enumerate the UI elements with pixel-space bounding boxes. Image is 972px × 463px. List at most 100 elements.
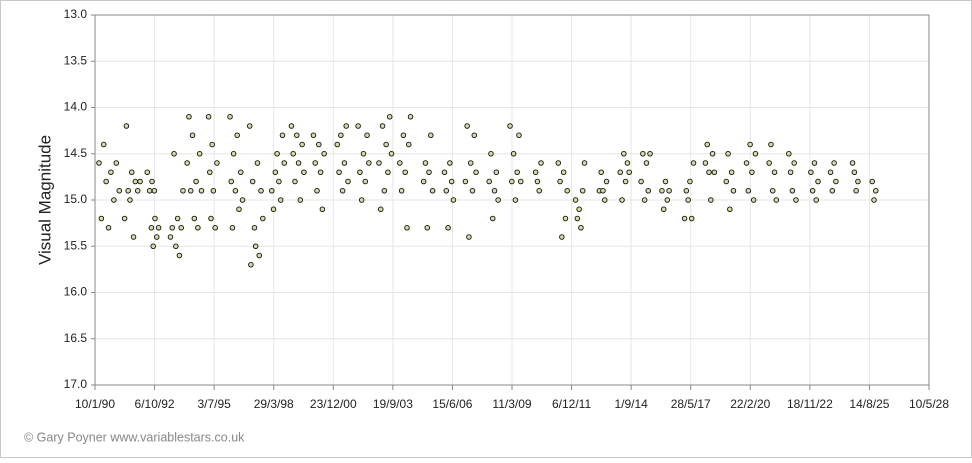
data-point <box>294 132 300 138</box>
data-point <box>702 160 709 166</box>
data-point <box>228 178 234 185</box>
data-point <box>752 150 759 157</box>
data-point <box>288 123 295 129</box>
data-point <box>343 123 349 129</box>
data-point <box>626 169 632 175</box>
data-point <box>319 206 326 212</box>
data-point <box>321 150 327 157</box>
data-point <box>388 150 395 157</box>
data-point <box>98 215 105 222</box>
data-point <box>358 197 365 203</box>
data-point <box>132 178 139 185</box>
data-point <box>229 224 236 231</box>
data-point <box>129 169 135 175</box>
data-point <box>96 160 102 166</box>
data-point <box>148 224 155 231</box>
data-point <box>662 178 669 185</box>
data-point <box>869 178 875 185</box>
data-point <box>811 160 818 166</box>
data-point <box>659 187 665 194</box>
data-point <box>210 187 217 194</box>
x-tick-label: 11/3/09 <box>492 397 531 411</box>
data-point <box>362 178 369 185</box>
data-point <box>447 160 453 166</box>
data-point <box>105 224 112 231</box>
data-point <box>509 178 515 185</box>
data-point <box>312 160 318 166</box>
data-point <box>155 224 162 231</box>
data-point <box>424 224 430 231</box>
data-point <box>214 160 220 166</box>
data-point <box>301 169 307 175</box>
data-point <box>704 141 710 148</box>
data-point <box>495 197 501 203</box>
data-point <box>578 224 584 231</box>
data-point <box>871 197 877 203</box>
x-tick-label: 6/10/92 <box>135 397 175 411</box>
data-point <box>193 178 199 185</box>
data-point <box>144 169 150 175</box>
data-point <box>116 187 122 194</box>
data-point <box>534 178 541 185</box>
data-point <box>238 169 244 175</box>
data-point <box>467 160 474 166</box>
data-point <box>466 234 472 240</box>
data-point <box>239 197 246 203</box>
data-point <box>227 113 233 120</box>
data-point <box>150 243 156 249</box>
data-point <box>246 123 253 129</box>
data-point <box>831 160 837 166</box>
data-point <box>208 215 214 222</box>
data-point <box>189 132 196 138</box>
x-tick-label: 10/1/90 <box>75 397 115 411</box>
data-point <box>448 178 455 185</box>
data-point <box>849 160 856 166</box>
data-point <box>725 150 731 157</box>
data-point <box>512 197 519 203</box>
data-point <box>355 123 361 129</box>
data-point <box>398 187 405 194</box>
data-point <box>557 178 563 185</box>
data-point <box>146 187 153 194</box>
data-point <box>709 150 716 157</box>
plot-area <box>94 14 930 386</box>
data-point <box>277 197 284 203</box>
data-point <box>555 160 562 166</box>
data-point <box>576 206 582 212</box>
data-point <box>268 187 275 194</box>
data-point <box>338 132 344 138</box>
x-tick-label: 15/6/06 <box>432 397 472 411</box>
data-point <box>207 169 213 175</box>
data-point <box>462 178 469 185</box>
data-point <box>643 160 650 166</box>
data-point <box>560 169 567 175</box>
x-tick-label: 1/9/14 <box>614 397 648 411</box>
x-tick-label: 29/3/98 <box>254 397 294 411</box>
data-point <box>664 197 671 203</box>
data-point <box>173 243 179 249</box>
data-point <box>121 215 128 222</box>
data-point <box>516 132 522 138</box>
data-point <box>445 224 451 231</box>
data-point <box>171 150 177 157</box>
data-point <box>196 150 203 157</box>
data-point <box>690 160 697 166</box>
data-point <box>366 160 372 166</box>
data-point <box>428 132 434 138</box>
data-point <box>101 141 107 148</box>
data-point <box>123 123 130 129</box>
data-point <box>853 187 859 194</box>
data-point <box>234 132 240 138</box>
data-point <box>270 206 277 212</box>
data-point <box>407 113 414 120</box>
data-point <box>808 169 814 175</box>
data-point <box>486 178 492 185</box>
data-point <box>745 187 752 194</box>
data-point <box>827 169 834 175</box>
y-tick-label: 16.5 <box>64 331 88 345</box>
data-point <box>256 252 262 259</box>
data-point <box>383 141 389 148</box>
data-point <box>260 215 266 222</box>
data-point <box>429 187 436 194</box>
